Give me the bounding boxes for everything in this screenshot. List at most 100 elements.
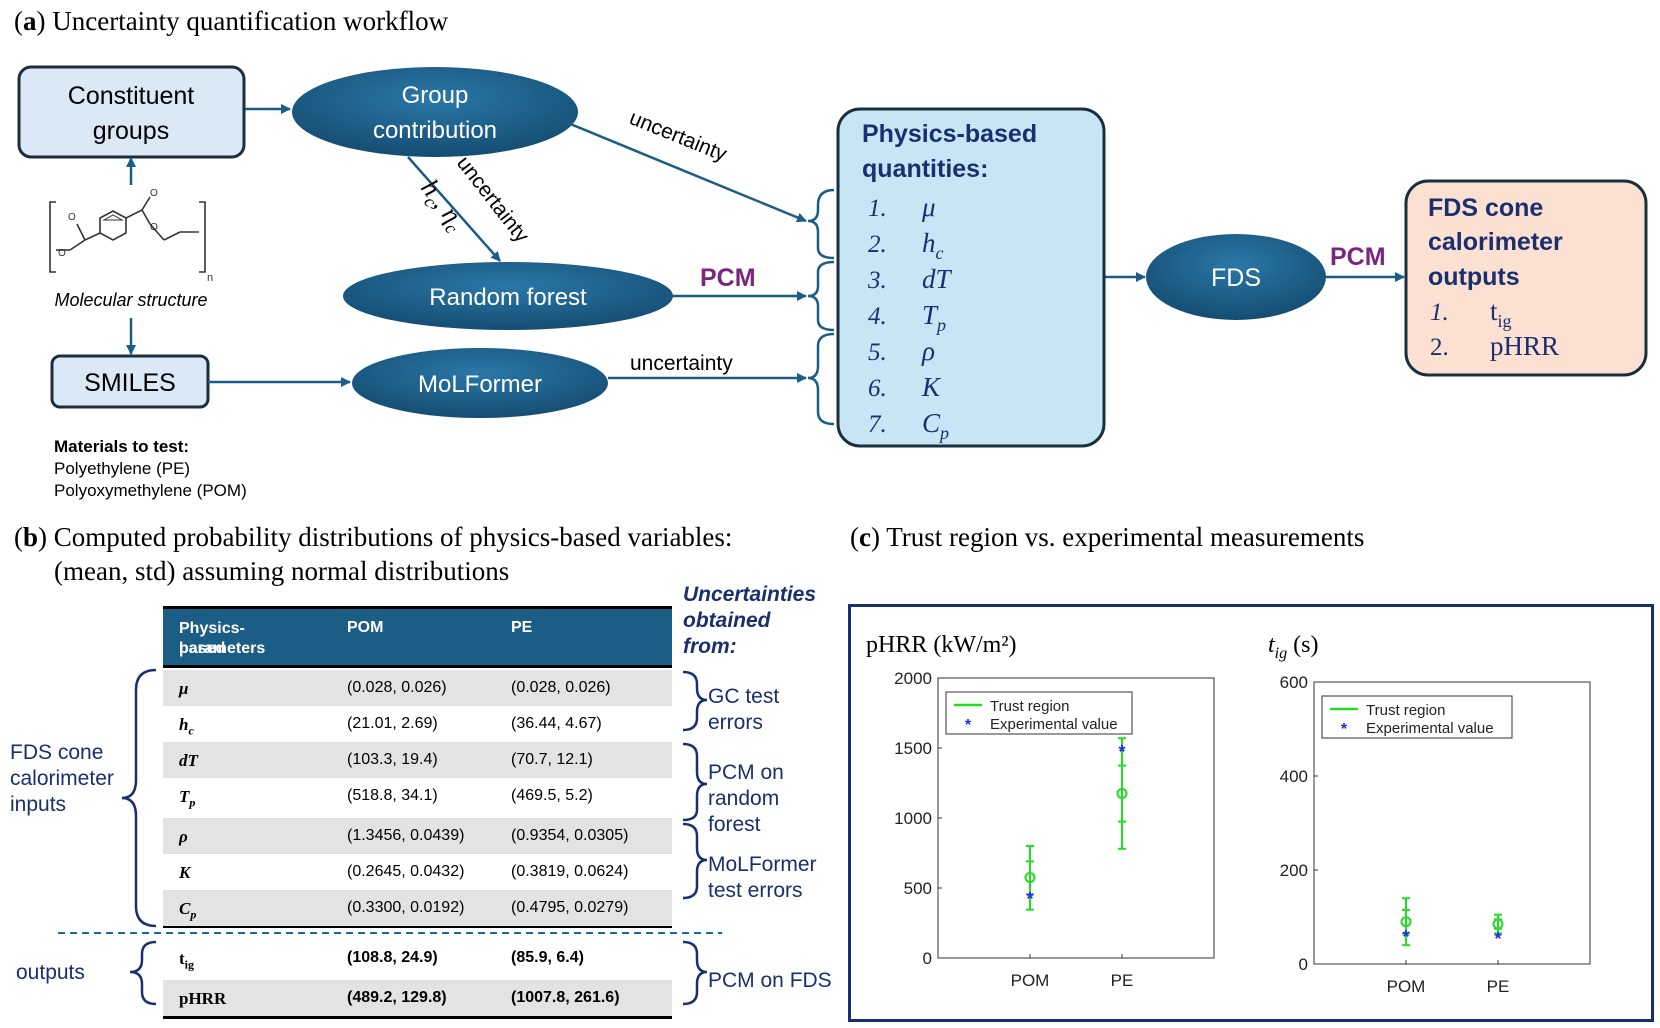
fds-output-items-list: 1. tig 2. pHRR [1430,296,1559,361]
svg-text:Random forest: Random forest [429,284,587,311]
param-symbol: ρ [179,827,188,846]
physics-item-num: 3. [867,267,887,294]
trust-mean-point [1492,918,1504,930]
svg-text:uncertainty: uncertainty [630,352,733,375]
physics-item-num: 7. [868,411,887,438]
experimental-point: * [1118,742,1125,762]
svg-text:contribution: contribution [373,117,497,144]
table-row: Cp (0.3300, 0.0192) (0.4795, 0.0279) [163,890,672,928]
y-tick-label: 0 [1299,955,1308,974]
physics-item-symbol: Tp [922,300,946,335]
physics-item-symbol: ρ [921,336,935,366]
pom-value: (489.2, 129.8) [347,989,447,1006]
y-tick-label: 600 [1280,673,1308,692]
table-row: dT (103.3, 19.4) (70.7, 12.1) [163,742,672,778]
source-gc: GC test errors [708,685,780,734]
physics-item-num: 2. [868,231,887,258]
trust-mean-point [1024,872,1036,883]
svg-text:n: n [207,272,213,284]
pom-value: (108.8, 24.9) [347,949,438,966]
y-tick-label: 2000 [894,669,932,688]
panel-b-title: (b) Computed probability distributions o… [14,522,733,586]
param-symbol: tig [179,949,195,972]
svg-text:uncertainty: uncertainty [626,106,730,166]
x-tick-label: PE [1487,977,1510,996]
param-symbol: K [179,863,191,882]
panel-a-title: (a) Uncertainty quantification workflow [14,6,449,36]
inputs-label: FDS cone calorimeter inputs [10,741,114,816]
chart-legend: Trust region * Experimental value [1321,695,1513,739]
legend-experimental-value: Experimental value [1366,720,1494,737]
experimental-point: * [1494,929,1501,949]
table-row: hc (21.01, 2.69) (36.44, 4.67) [163,706,672,742]
pe-value: (1007.8, 261.6) [511,989,620,1006]
trust-mean-point [1400,916,1412,928]
y-tick-label: 1500 [894,739,932,758]
legend-experimental-value: Experimental value [990,716,1118,733]
pe-value: (85.9, 6.4) [511,949,584,966]
source-pcm-fds: PCM on FDS [708,969,832,992]
fds-outputs-box [1404,179,1648,377]
chart-title: tig (s) [1268,632,1318,662]
molformer-node [352,348,608,418]
uncertainty-heading: Uncertainties obtained from: [683,583,817,658]
svg-text:O: O [68,212,76,223]
experimental-point: * [1026,889,1033,909]
legend-trust-region: Trust region [990,698,1069,715]
source-molformer: MoLFormer test errors [708,853,817,902]
experimental-point: * [1402,927,1409,947]
svg-text:PCM: PCM [700,264,756,292]
constituent-label-2: groups [93,117,169,145]
svg-text:quantities:: quantities: [862,155,988,183]
table-row: Tp (518.8, 34.1) (469.5, 5.2) [163,778,672,814]
param-symbol: Cp [179,899,197,922]
pe-value: (469.5, 5.2) [511,787,593,804]
source-pcm-rf: PCM on random forest [708,761,784,836]
pe-value: (0.028, 0.026) [511,679,611,696]
pe-value: (70.7, 12.1) [511,751,593,768]
physics-item-symbol: dT [922,264,953,294]
physics-item-num: 5. [868,339,887,366]
pom-value: (1.3456, 0.0439) [347,827,465,844]
fds-output-num: 2. [1430,334,1449,361]
x-tick-label: POM [1011,971,1050,990]
fds-output-symbol: tig [1490,296,1512,331]
x-tick-label: POM [1387,977,1426,996]
svg-text:hc, ηc: hc, ηc [412,174,472,238]
pom-value: (103.3, 19.4) [347,751,438,768]
legend-trust-region: Trust region [1366,702,1445,719]
table-braces [58,668,722,1006]
physics-item-num: 1. [868,195,887,222]
trust-region-marker [1400,897,1412,947]
constituent-label-1: Constituent [68,82,195,110]
table-row: pHRR (489.2, 129.8) (1007.8, 261.6) [163,980,672,1019]
random-forest-node [343,262,673,330]
pom-value: (21.01, 2.69) [347,715,438,732]
param-symbol: Tp [179,787,196,810]
param-symbol: dT [179,751,198,770]
materials-list: Materials to test: Polyethylene (PE) Pol… [54,437,247,500]
svg-text:Physics-based: Physics-based [862,120,1037,148]
group-contribution-node [292,67,578,157]
gc-rf-vars-label: hc, ηc [412,174,472,238]
physics-item-symbol: μ [921,192,936,222]
svg-text:O: O [150,188,158,199]
trust-region-marker [1024,845,1036,911]
table-row: K (0.2645, 0.0432) (0.3819, 0.0624) [163,854,672,890]
pom-value: (0.3300, 0.0192) [347,899,465,916]
panel-c-title: (c) Trust region vs. experimental measur… [850,522,1365,552]
y-tick-label: 0 [923,949,932,968]
svg-text:*: * [1341,721,1348,738]
chart-legend: Trust region * Experimental value [945,691,1133,735]
molecular-structure-sketch [49,196,206,273]
svg-text:MoLFormer: MoLFormer [418,371,542,398]
molecular-structure-label: Molecular structure [54,290,207,310]
svg-text:PCM: PCM [1330,243,1386,271]
table-header: Physics-based parameters POM PE [163,606,672,668]
physics-item-symbol: Cp [922,408,949,443]
physics-item-symbol: hc [922,228,944,263]
pe-value: (36.44, 4.67) [511,715,602,732]
pe-value: (0.3819, 0.0624) [511,863,629,880]
svg-text:O: O [150,222,158,233]
physics-quantities-box [836,107,1106,448]
